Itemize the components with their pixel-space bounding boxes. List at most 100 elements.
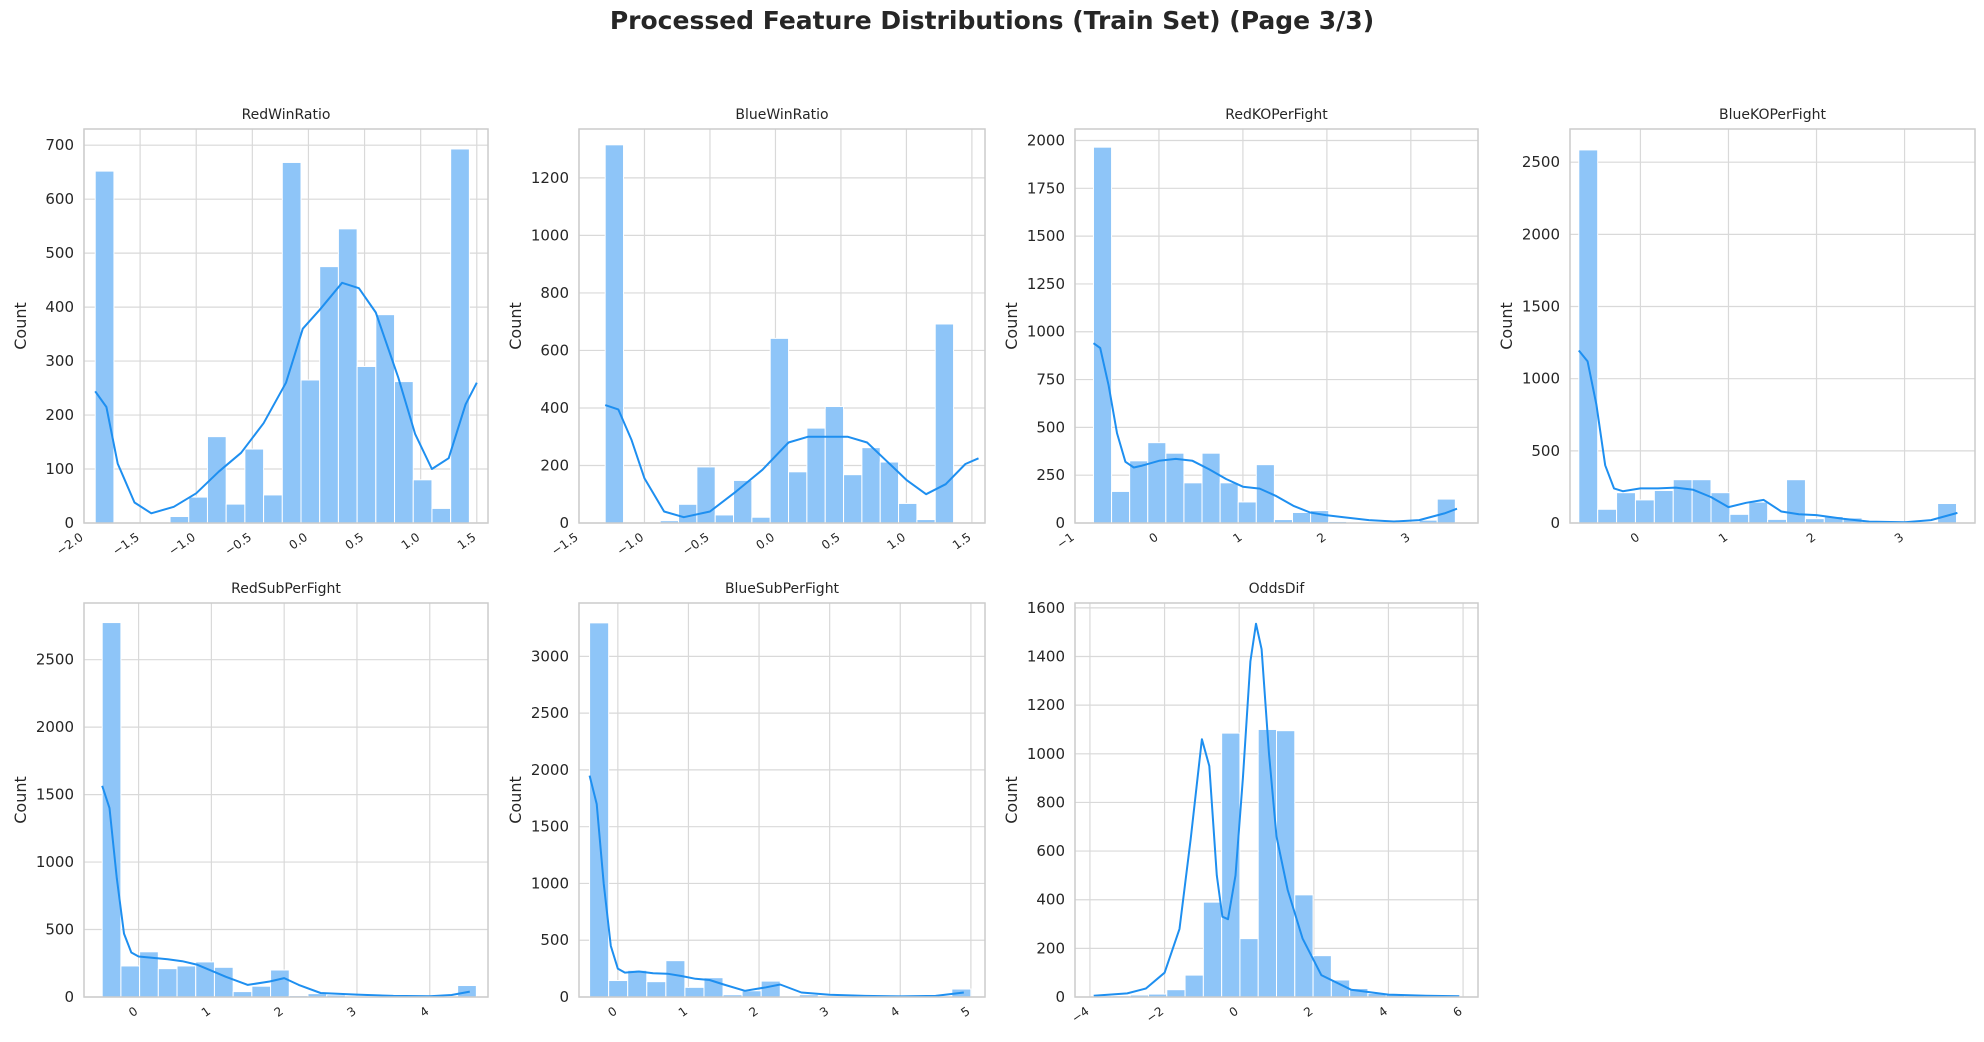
histogram-bar (1597, 508, 1618, 524)
y-axis-label: Count (1497, 302, 1516, 350)
x-tick-label: 0.0 (286, 530, 310, 552)
y-tick-label: 1000 (531, 226, 569, 244)
y-tick-label: 1600 (1027, 599, 1065, 617)
x-tick-label: 0 (605, 1004, 619, 1020)
x-tick-label: 1.5 (950, 530, 974, 552)
y-axis-label: Count (1002, 302, 1021, 350)
y-tick-label: 200 (540, 456, 569, 474)
y-tick-label: 1400 (1027, 648, 1065, 666)
histogram-bar (898, 502, 918, 524)
x-tick-label: 1 (1716, 530, 1730, 546)
y-tick-label: 400 (45, 298, 74, 316)
x-tick-label: 2 (1314, 530, 1328, 546)
x-tick-label: 3 (817, 1004, 831, 1020)
axes-frame (83, 602, 489, 998)
histogram-bar (1634, 499, 1655, 524)
histogram-bar (1147, 442, 1167, 524)
y-tick-label: 800 (540, 284, 569, 302)
x-tick-label: 4 (417, 1004, 431, 1020)
histogram-bar (714, 514, 735, 524)
y-tick-label: 500 (45, 244, 74, 262)
axes-frame (1074, 602, 1479, 998)
kde-line (1578, 349, 1958, 524)
x-tick-label: 2 (272, 1004, 286, 1020)
x-tick-label: 2 (1804, 530, 1818, 546)
kde-line (1092, 342, 1458, 523)
x-tick-label: 1.0 (399, 530, 423, 552)
y-tick-label: 250 (1036, 466, 1065, 484)
subplot-RedKOPerFight: RedKOPerFight 0 250 500 750 1000 1250 1500 1750 2… (1002, 107, 1479, 552)
histogram-bar (450, 148, 470, 524)
x-tick-label: −1.5 (110, 530, 142, 558)
subplot-title: RedSubPerFight (231, 581, 341, 597)
y-tick-label: 500 (1036, 418, 1065, 436)
subplot-RedWinRatio: RedWinRatio 0 100 200 300 400 500 600 700 −2.0 −1.… (11, 107, 489, 558)
y-tick-label: 2500 (36, 651, 74, 669)
y-tick-label: 2000 (1522, 225, 1560, 243)
subplot-title: RedWinRatio (242, 107, 331, 123)
histogram-bar (1239, 938, 1259, 998)
histogram-bar (375, 314, 396, 524)
y-axis-label: Count (11, 302, 30, 350)
y-tick-label: 2500 (1522, 153, 1560, 171)
x-tick-label: −1.5 (549, 530, 581, 558)
histogram-bar (760, 980, 781, 998)
x-tick-label: 4 (888, 1004, 902, 1020)
y-tick-label: 0 (64, 514, 74, 532)
figure-title: Processed Feature Distributions (Train S… (609, 6, 1375, 35)
y-tick-label: 1500 (531, 818, 569, 836)
histogram-bar (251, 985, 272, 998)
histogram-bar (1786, 479, 1806, 524)
histogram-bar (1111, 490, 1131, 524)
x-tick-label: −1 (1054, 530, 1077, 552)
y-tick-label: 600 (45, 190, 74, 208)
histogram-bar (412, 479, 433, 524)
x-tick-label: 3 (1398, 530, 1412, 546)
histogram-bar (1710, 492, 1731, 524)
subplot-RedSubPerFight: RedSubPerFight 0 500 1000 1500 2000 2500 0 1 2 3 4 C… (11, 581, 489, 1020)
subplot-BlueSubPerFight: BlueSubPerFight 0 500 1000 1500 2000 2500 3000 0… (506, 581, 986, 1020)
histogram-bar (1294, 894, 1314, 998)
y-axis-label: Count (11, 776, 30, 824)
y-tick-label: 1250 (1027, 275, 1065, 293)
histogram-bar (157, 968, 178, 998)
histogram-bar (806, 427, 826, 524)
y-tick-label: 1000 (1027, 323, 1065, 341)
axes-frame (1074, 128, 1479, 524)
histogram-bar (1748, 501, 1769, 524)
x-tick-label: −0.5 (680, 530, 712, 558)
y-tick-label: 400 (540, 399, 569, 417)
histogram-bar (608, 980, 629, 998)
histogram-bar (1166, 989, 1186, 998)
x-tick-label: −0.5 (222, 530, 254, 558)
subplot-title: RedKOPerFight (1225, 107, 1328, 123)
y-tick-label: 600 (1036, 842, 1065, 860)
y-tick-label: 100 (45, 460, 74, 478)
histogram-bar (270, 969, 290, 998)
histogram-bar (769, 337, 790, 524)
y-tick-label: 0 (1550, 514, 1560, 532)
y-tick-label: 1500 (1522, 298, 1560, 316)
x-tick-label: 3 (1892, 530, 1906, 546)
y-tick-label: 500 (45, 921, 74, 939)
histogram-bar (934, 323, 955, 524)
histogram-bar (1202, 901, 1223, 998)
plot-area (84, 603, 488, 997)
histogram-bar (232, 991, 253, 998)
histogram-bar (1691, 479, 1712, 524)
y-tick-label: 600 (540, 341, 569, 359)
x-tick-label: 0.0 (754, 530, 778, 552)
x-tick-label: 0 (1146, 530, 1160, 546)
x-tick-label: 2 (1301, 1004, 1315, 1020)
axes-frame (83, 128, 489, 524)
subplot-BlueWinRatio: BlueWinRatio 0 200 400 600 800 1000 1200 −1.5 −1.… (506, 107, 986, 558)
plot-area (579, 603, 985, 997)
x-tick-label: 5 (958, 1004, 972, 1020)
x-tick-label: 0.5 (343, 530, 367, 552)
subplot-title: BlueWinRatio (735, 107, 828, 123)
histogram-bar (263, 494, 283, 524)
y-tick-label: 1200 (531, 169, 569, 187)
y-axis-label: Count (506, 776, 525, 824)
